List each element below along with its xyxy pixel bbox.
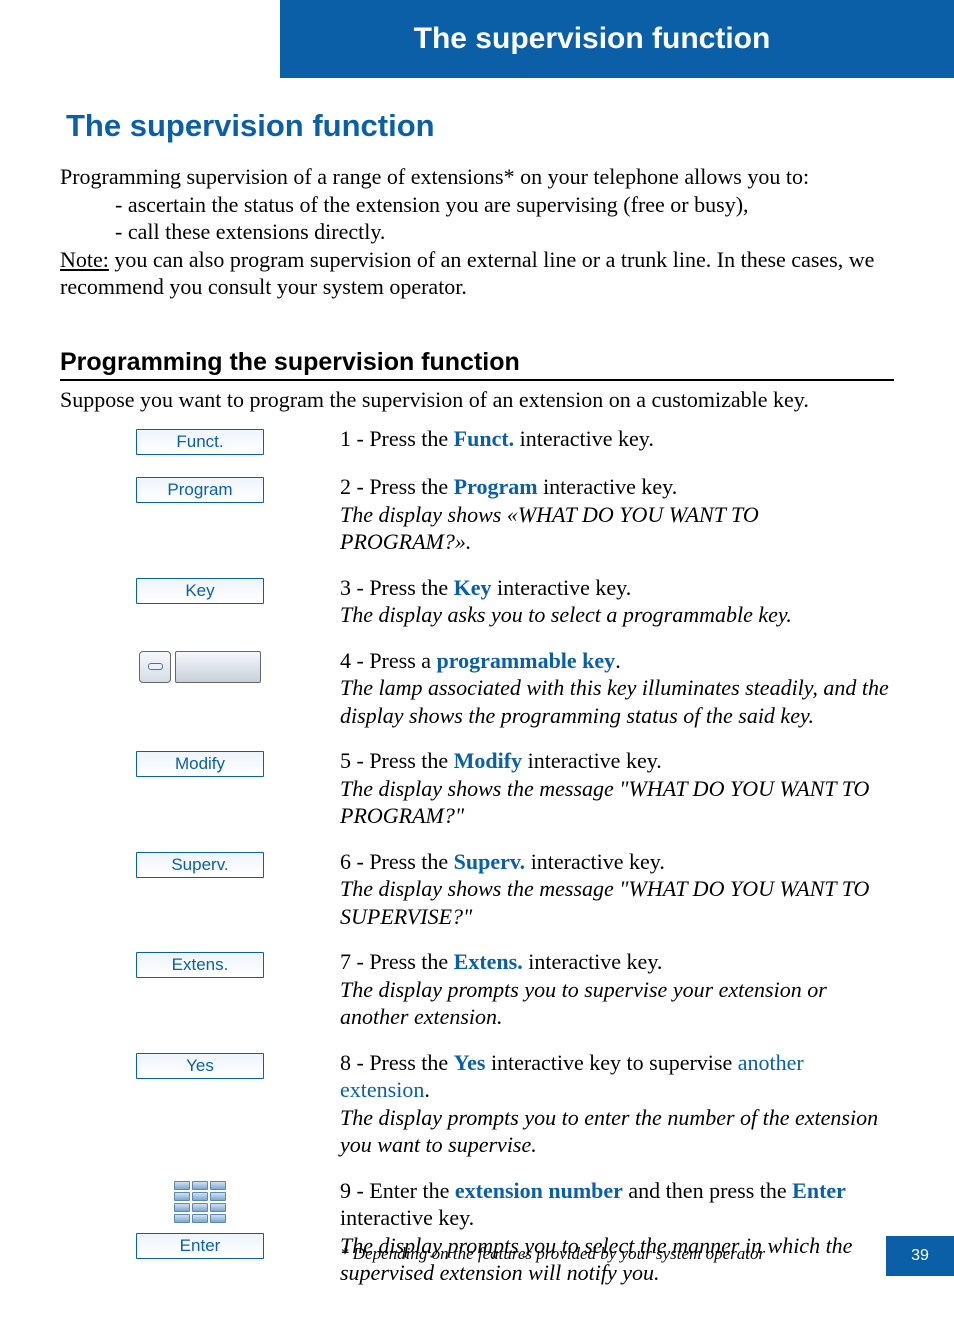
modify-key[interactable]: Modify [136,751,264,777]
step1-kw: Funct. [454,426,515,451]
note-text: you can also program supervision of an e… [60,247,874,300]
intro-bullet-1: - ascertain the status of the extension … [60,191,894,219]
step6-pre: 6 - Press the [340,849,454,874]
program-key[interactable]: Program [136,477,264,503]
superv-key[interactable]: Superv. [136,852,264,878]
step8-post2: . [424,1077,430,1102]
step6-kw: Superv. [454,849,526,874]
step7-ital: The display prompts you to supervise you… [340,977,827,1030]
led-button-icon [139,651,171,683]
step3-post: interactive key. [492,575,632,600]
step-3: Key 3 - Press the Key interactive key. T… [60,574,894,629]
step4-ital: The lamp associated with this key illumi… [340,675,889,728]
programmable-key[interactable] [139,651,261,683]
section-heading: Programming the supervision function [60,348,894,381]
key-key[interactable]: Key [136,578,264,604]
step7-post: interactive key. [523,949,663,974]
section: Programming the supervision function Sup… [60,348,894,413]
blank-key-icon [175,651,261,683]
step6-ital: The display shows the message "WHAT DO Y… [340,876,869,929]
step7-pre: 7 - Press the [340,949,454,974]
step7-kw: Extens. [454,949,523,974]
step3-kw: Key [454,575,492,600]
step2-ital: The display shows «WHAT DO YOU WANT TO P… [340,502,759,555]
footnote: * Depending on the features provided by … [340,1244,765,1264]
funct-key[interactable]: Funct. [136,429,264,455]
step3-ital: The display asks you to select a program… [340,602,792,627]
step-7: Extens. 7 - Press the Extens. interactiv… [60,948,894,1031]
step9-mid: and then press the [623,1178,792,1203]
steps: Funct. 1 - Press the Funct. interactive … [60,425,894,1305]
step-9: Enter 9 - Enter the extension number and… [60,1177,894,1287]
step8-pre: 8 - Press the [340,1050,454,1075]
step-6: Superv. 6 - Press the Superv. interactiv… [60,848,894,931]
step1-post: interactive key. [514,426,654,451]
step8-kw: Yes [454,1050,486,1075]
step9-post: interactive key. [340,1205,474,1230]
intro-line1: Programming supervision of a range of ex… [60,164,809,189]
step2-post: interactive key. [538,474,678,499]
step5-pre: 5 - Press the [340,748,454,773]
step4-kw: programmable key [437,648,616,673]
step4-pre: 4 - Press a [340,648,437,673]
step-8: Yes 8 - Press the Yes interactive key to… [60,1049,894,1159]
page-number: 39 [886,1236,954,1276]
note-label: Note: [60,247,109,272]
header-title: The supervision function [414,22,771,56]
step3-pre: 3 - Press the [340,575,454,600]
step5-ital: The display shows the message "WHAT DO Y… [340,776,869,829]
step5-kw: Modify [454,748,522,773]
step8-post: interactive key to supervise [485,1050,737,1075]
step-5: Modify 5 - Press the Modify interactive … [60,747,894,830]
step4-post: . [615,648,621,673]
yes-key[interactable]: Yes [136,1053,264,1079]
step-4: 4 - Press a programmable key. The lamp a… [60,647,894,730]
step9-pre: 9 - Enter the [340,1178,455,1203]
step8-ital: The display prompts you to enter the num… [340,1105,878,1158]
section-sub: Suppose you want to program the supervis… [60,387,894,413]
keypad-icon [174,1181,226,1223]
enter-key[interactable]: Enter [136,1233,264,1259]
header-bar: The supervision function [280,0,954,78]
step6-post: interactive key. [525,849,665,874]
step1-pre: 1 - Press the [340,426,454,451]
step5-post: interactive key. [522,748,662,773]
extens-key[interactable]: Extens. [136,952,264,978]
intro-paragraph: Programming supervision of a range of ex… [60,163,894,301]
step2-kw: Program [454,474,538,499]
intro-bullet-2: - call these extensions directly. [60,218,894,246]
step2-pre: 2 - Press the [340,474,454,499]
step9-kw1: extension number [455,1178,623,1203]
step-2: Program 2 - Press the Program interactiv… [60,473,894,556]
step-1: Funct. 1 - Press the Funct. interactive … [60,425,894,455]
step9-kw2: Enter [792,1178,846,1203]
page-title: The supervision function [66,108,435,144]
